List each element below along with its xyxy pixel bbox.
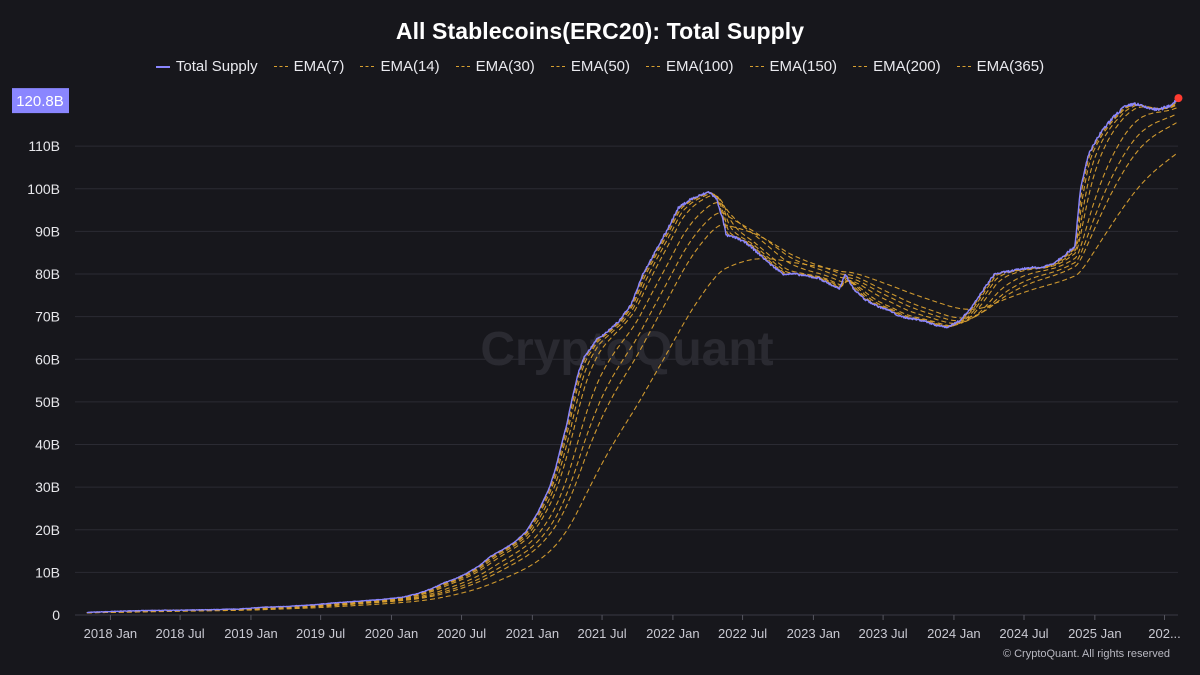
- x-tick-label: 2025 Jan: [1068, 626, 1122, 641]
- x-tick-label: 202...: [1148, 626, 1181, 641]
- x-tick-label: 2021 Jul: [577, 626, 626, 641]
- chart-legend: Total Supply EMA(7) EMA(14) EMA(30) EMA(50) E…: [0, 58, 1200, 75]
- legend-swatch: [455, 66, 470, 67]
- series-line-ema: [86, 101, 1177, 614]
- legend-item[interactable]: EMA(30): [455, 58, 535, 75]
- legend-item[interactable]: Total Supply: [155, 58, 258, 75]
- legend-label: EMA(30): [475, 58, 535, 75]
- series-line-ema: [86, 113, 1177, 614]
- y-tick-label: 70B: [35, 309, 60, 325]
- current-value-badge: [12, 88, 69, 114]
- legend-label: EMA(100): [666, 58, 734, 75]
- y-tick-label: 110B: [28, 138, 60, 154]
- y-tick-label: 100B: [27, 181, 60, 197]
- legend-item[interactable]: EMA(200): [853, 58, 941, 75]
- legend-swatch: [646, 66, 660, 67]
- current-value-label: 120.8B: [16, 93, 64, 110]
- legend-label: EMA(14): [380, 58, 440, 75]
- y-tick-label: 90B: [35, 223, 60, 239]
- x-tick-label: 2022 Jul: [718, 626, 767, 641]
- legend-label: Total Supply: [175, 58, 258, 75]
- legend-label: EMA(365): [976, 58, 1045, 75]
- y-tick-label: 60B: [35, 351, 60, 367]
- legend-item[interactable]: EMA(150): [749, 58, 838, 75]
- series-layer: [86, 99, 1178, 614]
- legend-item[interactable]: EMA(100): [646, 58, 734, 75]
- y-tick-label: 0: [52, 607, 60, 623]
- legend-label: EMA(50): [570, 58, 630, 75]
- x-tick-label: 2018 Jul: [156, 626, 205, 641]
- series-line-ema: [86, 153, 1177, 614]
- series-line-total-supply: [86, 99, 1178, 614]
- y-tick-label: 30B: [35, 479, 60, 495]
- legend-item[interactable]: EMA(365): [956, 58, 1045, 75]
- legend-item[interactable]: EMA(50): [550, 58, 630, 75]
- x-tick-label: 2023 Jul: [859, 626, 908, 641]
- y-tick-label: 80B: [35, 266, 60, 282]
- legend-swatch: [956, 66, 971, 67]
- legend-swatch: [360, 66, 375, 67]
- legend-label: EMA(7): [293, 58, 345, 75]
- watermark: CryptoQuant: [480, 323, 773, 376]
- legend-item[interactable]: EMA(14): [360, 58, 440, 75]
- legend-label: EMA(200): [873, 58, 941, 75]
- series-line-ema: [86, 104, 1177, 614]
- legend-swatch: [550, 66, 565, 67]
- x-axis: 2018 Jan 2018 Jul 2019 Jan 2019 Jul 2020 Jan…: [84, 615, 1181, 641]
- gridlines: [75, 145, 1178, 616]
- series-line-ema: [86, 107, 1177, 614]
- legend-swatch: [749, 66, 764, 67]
- y-tick-label: 50B: [35, 394, 60, 410]
- y-tick-label: 10B: [35, 564, 60, 580]
- y-tick-label: 20B: [35, 522, 60, 538]
- x-tick-label: 2024 Jul: [999, 626, 1048, 641]
- x-tick-label: 2020 Jan: [365, 626, 419, 641]
- series-line-ema: [86, 103, 1177, 614]
- x-tick-label: 2023 Jan: [787, 626, 841, 641]
- x-tick-label: 2021 Jan: [506, 626, 560, 641]
- x-tick-label: 2024 Jan: [927, 626, 981, 641]
- x-tick-label: 2018 Jan: [84, 626, 138, 641]
- x-tick-label: 2019 Jan: [224, 626, 278, 641]
- legend-label: EMA(150): [769, 58, 838, 75]
- current-value-marker: [1174, 94, 1183, 103]
- legend-swatch: [155, 65, 170, 68]
- x-tick-label: 2019 Jul: [296, 626, 345, 641]
- x-tick-label: 2020 Jul: [437, 626, 486, 641]
- y-tick-label: 40B: [35, 437, 60, 453]
- copyright-notice: © CryptoQuant. All rights reserved: [1002, 648, 1170, 660]
- legend-swatch: [273, 66, 288, 67]
- legend-item[interactable]: EMA(7): [273, 58, 345, 75]
- chart-title: All Stablecoins(ERC20): Total Supply: [395, 18, 805, 44]
- overlay-layer: 120.8B: [12, 88, 1183, 114]
- x-tick-label: 2022 Jan: [646, 626, 700, 641]
- legend-swatch: [853, 66, 868, 67]
- y-axis: 0 10B 20B 30B 40B 50B 60B 70B 80B 90B 100B 110B: [27, 138, 60, 623]
